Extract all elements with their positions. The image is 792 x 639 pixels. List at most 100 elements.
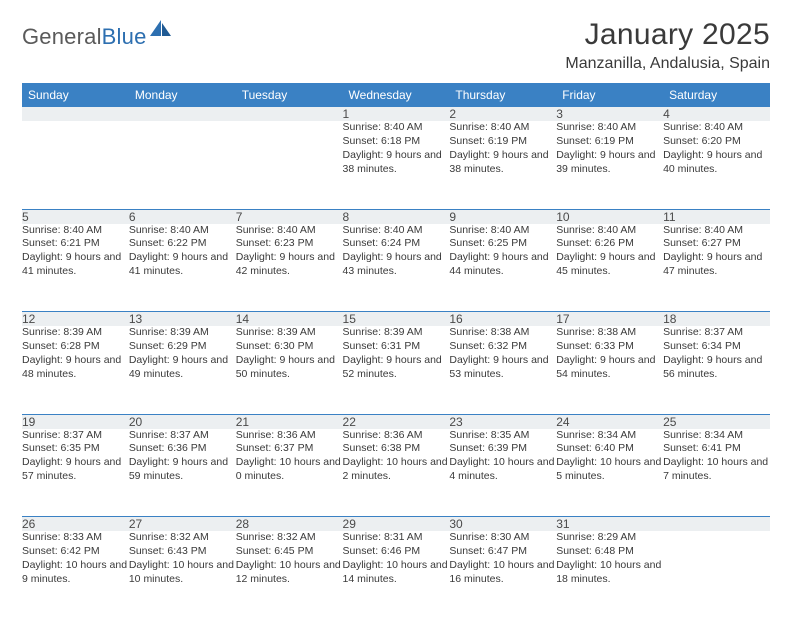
weekday-header: Wednesday — [343, 83, 450, 107]
day-number-cell: 1 — [343, 107, 450, 121]
day-number-cell: 21 — [236, 414, 343, 429]
day-number-row: 567891011 — [22, 209, 770, 224]
day-number-cell: 28 — [236, 517, 343, 532]
day-number-cell: 13 — [129, 312, 236, 327]
logo-text-blue: Blue — [102, 24, 147, 49]
day-content-cell: Sunrise: 8:40 AMSunset: 6:27 PMDaylight:… — [663, 224, 770, 312]
location: Manzanilla, Andalusia, Spain — [565, 55, 770, 73]
day-content-cell: Sunrise: 8:40 AMSunset: 6:20 PMDaylight:… — [663, 121, 770, 209]
day-number-cell: 12 — [22, 312, 129, 327]
day-content-cell: Sunrise: 8:39 AMSunset: 6:29 PMDaylight:… — [129, 326, 236, 414]
calendar-page: GeneralBlue January 2025 Manzanilla, And… — [0, 0, 792, 639]
day-number-cell: 25 — [663, 414, 770, 429]
day-content-cell — [22, 121, 129, 209]
logo-text-gray: General — [22, 24, 102, 49]
day-number-cell: 29 — [343, 517, 450, 532]
day-number-row: 1234 — [22, 107, 770, 121]
day-number-cell: 23 — [449, 414, 556, 429]
day-content-cell: Sunrise: 8:40 AMSunset: 6:19 PMDaylight:… — [449, 121, 556, 209]
day-content-cell — [129, 121, 236, 209]
day-content-cell: Sunrise: 8:31 AMSunset: 6:46 PMDaylight:… — [343, 531, 450, 619]
day-number-cell: 10 — [556, 209, 663, 224]
day-content-cell: Sunrise: 8:40 AMSunset: 6:24 PMDaylight:… — [343, 224, 450, 312]
day-number-row: 12131415161718 — [22, 312, 770, 327]
title-block: January 2025 Manzanilla, Andalusia, Spai… — [565, 18, 770, 73]
day-number-cell: 16 — [449, 312, 556, 327]
day-number-cell: 17 — [556, 312, 663, 327]
day-number-row: 262728293031 — [22, 517, 770, 532]
day-content-cell: Sunrise: 8:40 AMSunset: 6:21 PMDaylight:… — [22, 224, 129, 312]
day-number-row: 19202122232425 — [22, 414, 770, 429]
day-number-cell — [22, 107, 129, 121]
day-content-cell: Sunrise: 8:40 AMSunset: 6:22 PMDaylight:… — [129, 224, 236, 312]
sail-icon — [150, 20, 172, 43]
weekday-header: Monday — [129, 83, 236, 107]
day-content-cell: Sunrise: 8:40 AMSunset: 6:19 PMDaylight:… — [556, 121, 663, 209]
day-content-cell: Sunrise: 8:34 AMSunset: 6:41 PMDaylight:… — [663, 429, 770, 517]
day-content-cell: Sunrise: 8:35 AMSunset: 6:39 PMDaylight:… — [449, 429, 556, 517]
day-content-row: Sunrise: 8:40 AMSunset: 6:21 PMDaylight:… — [22, 224, 770, 312]
day-content-cell: Sunrise: 8:32 AMSunset: 6:43 PMDaylight:… — [129, 531, 236, 619]
day-content-cell: Sunrise: 8:37 AMSunset: 6:36 PMDaylight:… — [129, 429, 236, 517]
calendar-table: SundayMondayTuesdayWednesdayThursdayFrid… — [22, 83, 770, 619]
day-number-cell: 18 — [663, 312, 770, 327]
day-number-cell: 2 — [449, 107, 556, 121]
day-content-cell: Sunrise: 8:38 AMSunset: 6:33 PMDaylight:… — [556, 326, 663, 414]
day-content-cell: Sunrise: 8:30 AMSunset: 6:47 PMDaylight:… — [449, 531, 556, 619]
day-number-cell: 26 — [22, 517, 129, 532]
day-content-row: Sunrise: 8:37 AMSunset: 6:35 PMDaylight:… — [22, 429, 770, 517]
day-content-cell — [663, 531, 770, 619]
day-number-cell — [129, 107, 236, 121]
logo-text: GeneralBlue — [22, 24, 147, 50]
logo: GeneralBlue — [22, 18, 172, 50]
day-content-cell: Sunrise: 8:40 AMSunset: 6:25 PMDaylight:… — [449, 224, 556, 312]
day-content-row: Sunrise: 8:40 AMSunset: 6:18 PMDaylight:… — [22, 121, 770, 209]
day-number-cell — [663, 517, 770, 532]
weekday-header: Friday — [556, 83, 663, 107]
day-content-cell: Sunrise: 8:38 AMSunset: 6:32 PMDaylight:… — [449, 326, 556, 414]
day-number-cell: 14 — [236, 312, 343, 327]
day-number-cell: 4 — [663, 107, 770, 121]
day-content-cell: Sunrise: 8:39 AMSunset: 6:31 PMDaylight:… — [343, 326, 450, 414]
day-number-cell: 15 — [343, 312, 450, 327]
day-content-cell: Sunrise: 8:36 AMSunset: 6:38 PMDaylight:… — [343, 429, 450, 517]
day-number-cell: 9 — [449, 209, 556, 224]
day-number-cell: 7 — [236, 209, 343, 224]
day-number-cell: 5 — [22, 209, 129, 224]
day-number-cell: 11 — [663, 209, 770, 224]
day-number-cell: 30 — [449, 517, 556, 532]
header: GeneralBlue January 2025 Manzanilla, And… — [22, 18, 770, 73]
day-content-cell: Sunrise: 8:40 AMSunset: 6:23 PMDaylight:… — [236, 224, 343, 312]
day-number-cell: 27 — [129, 517, 236, 532]
day-number-cell: 8 — [343, 209, 450, 224]
day-number-cell: 31 — [556, 517, 663, 532]
day-number-cell: 6 — [129, 209, 236, 224]
day-number-cell: 22 — [343, 414, 450, 429]
day-number-cell: 3 — [556, 107, 663, 121]
day-content-cell — [236, 121, 343, 209]
day-number-cell — [236, 107, 343, 121]
day-content-cell: Sunrise: 8:37 AMSunset: 6:34 PMDaylight:… — [663, 326, 770, 414]
day-content-cell: Sunrise: 8:36 AMSunset: 6:37 PMDaylight:… — [236, 429, 343, 517]
weekday-header: Sunday — [22, 83, 129, 107]
day-content-cell: Sunrise: 8:39 AMSunset: 6:30 PMDaylight:… — [236, 326, 343, 414]
day-number-cell: 19 — [22, 414, 129, 429]
calendar-header-row: SundayMondayTuesdayWednesdayThursdayFrid… — [22, 83, 770, 107]
day-content-cell: Sunrise: 8:40 AMSunset: 6:26 PMDaylight:… — [556, 224, 663, 312]
weekday-header: Saturday — [663, 83, 770, 107]
day-content-cell: Sunrise: 8:32 AMSunset: 6:45 PMDaylight:… — [236, 531, 343, 619]
weekday-header: Thursday — [449, 83, 556, 107]
day-number-cell: 24 — [556, 414, 663, 429]
day-number-cell: 20 — [129, 414, 236, 429]
day-content-cell: Sunrise: 8:34 AMSunset: 6:40 PMDaylight:… — [556, 429, 663, 517]
day-content-row: Sunrise: 8:33 AMSunset: 6:42 PMDaylight:… — [22, 531, 770, 619]
day-content-cell: Sunrise: 8:33 AMSunset: 6:42 PMDaylight:… — [22, 531, 129, 619]
day-content-cell: Sunrise: 8:39 AMSunset: 6:28 PMDaylight:… — [22, 326, 129, 414]
month-title: January 2025 — [565, 18, 770, 52]
day-content-cell: Sunrise: 8:40 AMSunset: 6:18 PMDaylight:… — [343, 121, 450, 209]
day-content-cell: Sunrise: 8:37 AMSunset: 6:35 PMDaylight:… — [22, 429, 129, 517]
weekday-header: Tuesday — [236, 83, 343, 107]
calendar-body: 1234 Sunrise: 8:40 AMSunset: 6:18 PMDayl… — [22, 107, 770, 619]
day-content-cell: Sunrise: 8:29 AMSunset: 6:48 PMDaylight:… — [556, 531, 663, 619]
day-content-row: Sunrise: 8:39 AMSunset: 6:28 PMDaylight:… — [22, 326, 770, 414]
